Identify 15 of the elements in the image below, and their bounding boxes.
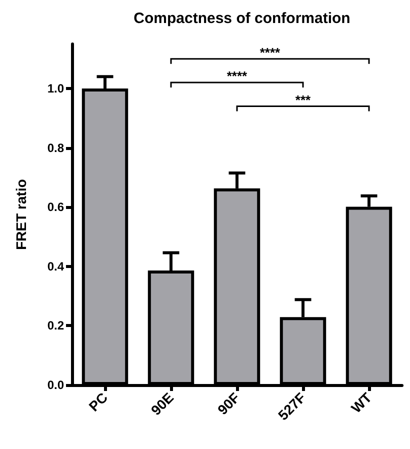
x-tick-label: WT xyxy=(348,389,375,416)
y-tick-label: 0.2 xyxy=(47,318,64,333)
x-tick-label: 90F xyxy=(214,389,243,418)
annotation: **** xyxy=(226,68,248,84)
y-axis-title: FRET ratio xyxy=(13,179,29,250)
y-tick-label: 0.6 xyxy=(47,200,64,214)
annotation: **** xyxy=(260,44,282,60)
x-tick-label: 90E xyxy=(148,389,177,418)
y-tick-label: 0.0 xyxy=(47,378,64,392)
x-tick-label: PC xyxy=(86,389,111,414)
y-tick-label: 0.8 xyxy=(47,140,64,155)
y-tick-label: 0.4 xyxy=(47,259,64,274)
annotation: *** xyxy=(295,92,312,108)
chart-title: Compactness of conformation xyxy=(134,10,350,27)
y-tick-label: 1.0 xyxy=(47,81,64,96)
